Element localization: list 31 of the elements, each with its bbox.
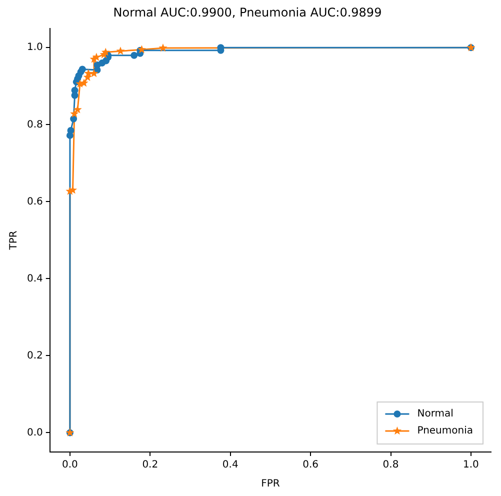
y-axis-title: TPR [8,230,20,251]
y-tick-label: 0.2 [26,350,43,362]
x-tick-label: 0.8 [382,460,399,471]
point [130,52,138,59]
x-tick-label: 0.0 [62,460,78,471]
x-tick-label: 0.2 [142,460,158,471]
point [67,126,74,134]
point [101,48,110,56]
x-axis-title: FPR [261,478,280,490]
legend-label: Pneumonia [417,426,474,437]
legend-label: Normal [417,408,454,420]
x-tick-label: 1.0 [462,460,479,471]
point [68,186,78,194]
point [80,78,88,87]
y-tick-label: 0.8 [26,119,43,130]
point [70,115,78,122]
chart-title: Normal AUC:0.9900, Pneumonia AUC:0.9899 [113,5,382,20]
point [73,105,82,114]
x-tick-label: 0.4 [222,460,238,471]
point [158,44,168,52]
point [116,46,125,55]
point [71,86,78,94]
point [70,109,79,118]
y-tick-label: 1.0 [26,42,43,54]
point [78,66,86,73]
y-tick-label: 0.4 [26,273,43,284]
y-tick-label: 0.6 [26,196,43,208]
point [137,45,146,54]
x-tick-label: 0.6 [302,460,319,471]
point [92,52,101,61]
y-tick-label: 0.0 [26,427,43,438]
